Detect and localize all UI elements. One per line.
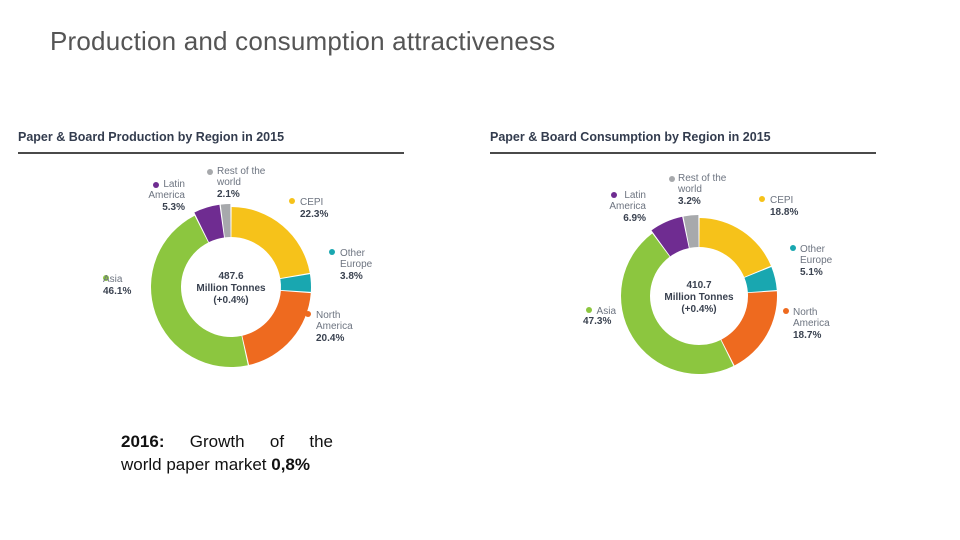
note-word: the bbox=[309, 432, 333, 451]
title-divider bbox=[18, 152, 404, 154]
slide-title: Production and consumption attractivenes… bbox=[50, 26, 556, 56]
chart-title: Paper & Board Consumption by Region in 2… bbox=[490, 130, 771, 144]
note-text: world paper market bbox=[121, 455, 267, 474]
growth-note: 2016: Growth of the world paper market 0… bbox=[121, 430, 333, 476]
note-value: 0,8% bbox=[271, 455, 310, 474]
consumption-chart-panel: Paper & Board Consumption by Region in 2… bbox=[490, 130, 876, 380]
note-word: of bbox=[269, 432, 285, 451]
note-word: Growth bbox=[189, 432, 245, 451]
production-chart-panel: Paper & Board Production by Region in 20… bbox=[18, 130, 404, 380]
title-divider bbox=[490, 152, 876, 154]
chart-title: Paper & Board Production by Region in 20… bbox=[18, 130, 285, 144]
note-year: 2016: bbox=[121, 432, 165, 451]
